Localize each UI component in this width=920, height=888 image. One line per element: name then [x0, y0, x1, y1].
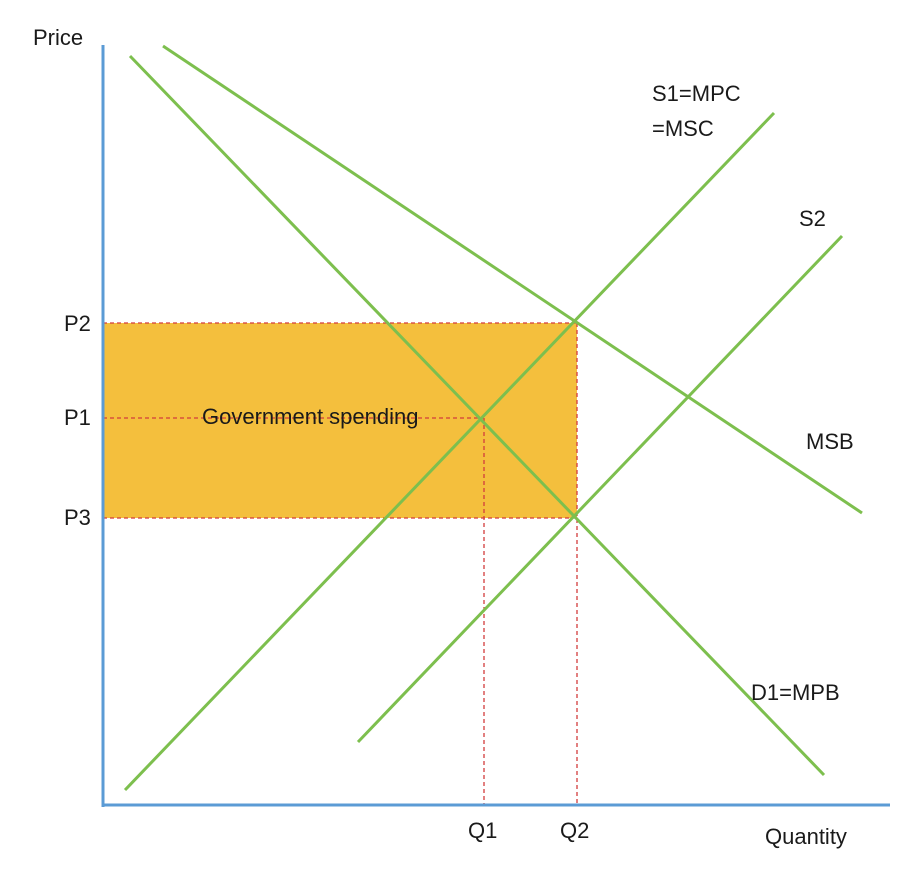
s2-label: S2 [799, 206, 826, 231]
government-spending-label: Government spending [202, 404, 418, 429]
s1-label-line2: =MSC [652, 116, 714, 141]
q1-label: Q1 [468, 818, 497, 843]
p3-label: P3 [64, 505, 91, 530]
d1-mpb-curve [128, 54, 826, 777]
msb-label: MSB [806, 429, 854, 454]
p1-label: P1 [64, 405, 91, 430]
s1-mpc-msc-curve [123, 111, 776, 792]
d1-label: D1=MPB [751, 680, 840, 705]
x-axis-label: Quantity [765, 824, 847, 849]
q2-label: Q2 [560, 818, 589, 843]
government-spending-area [103, 323, 577, 518]
y-axis-label: Price [33, 25, 83, 50]
s1-label-line1: S1=MPC [652, 81, 741, 106]
s2-curve [356, 234, 844, 744]
msb-curve [162, 44, 863, 515]
p2-label: P2 [64, 311, 91, 336]
